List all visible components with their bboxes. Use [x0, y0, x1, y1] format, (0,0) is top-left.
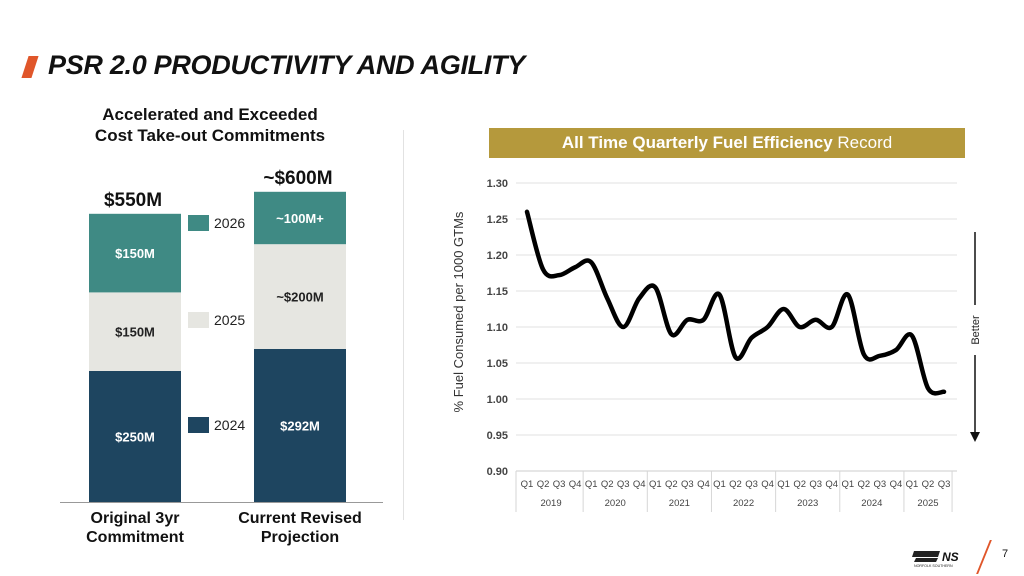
y-tick-label: 1.10: [487, 322, 508, 334]
svg-text:NS: NS: [942, 550, 959, 564]
bar-segment-2026: [254, 191, 346, 245]
y-axis-label: % Fuel Consumed per 1000 GTMs: [451, 211, 466, 412]
quarter-label: Q1: [906, 479, 919, 490]
bar-value-label: $150M: [115, 325, 155, 340]
svg-text:NORFOLK SOUTHERN: NORFOLK SOUTHERN: [914, 564, 953, 568]
quarter-label: Q1: [585, 479, 598, 490]
bar-total-label: $550M: [104, 190, 162, 211]
quarter-label: Q3: [938, 479, 951, 490]
bar-chart-title-line: Cost Take-out Commitments: [94, 126, 326, 145]
footer-accent-mark: [976, 540, 992, 574]
quarter-label: Q1: [649, 479, 662, 490]
norfolk-southern-logo: NS NORFOLK SOUTHERN: [912, 550, 959, 568]
quarter-label: Q4: [697, 479, 710, 490]
y-tick-label: 0.95: [487, 430, 508, 442]
y-tick-label: 1.25: [487, 214, 508, 226]
quarter-label: Q3: [553, 479, 566, 490]
page-number: 7: [1002, 548, 1009, 560]
bar-segment-2026: [89, 213, 181, 293]
y-tick-label: 1.30: [487, 178, 508, 190]
bar-value-label: ~100M+: [276, 211, 324, 226]
year-label: 2019: [540, 498, 561, 509]
bar-segment-2024: [254, 348, 346, 502]
quarter-label: Q3: [874, 479, 887, 490]
legend-swatch-2025: [188, 312, 209, 328]
y-tick-label: 1.20: [487, 250, 508, 262]
bar-segment-2025: [254, 244, 346, 349]
quarter-label: Q1: [521, 479, 534, 490]
better-annotation: Better: [970, 315, 982, 345]
stacked-bar-chart: $250M $150M $150M $550M Original 3yr Commitme…: [60, 168, 383, 546]
category-label: Original 3yr: [91, 510, 180, 527]
divider: [403, 130, 404, 520]
bar-value-label: $250M: [115, 430, 155, 445]
bar-value-label: $292M: [280, 418, 320, 433]
quarter-label: Q2: [537, 479, 550, 490]
year-label: 2024: [861, 498, 882, 509]
year-label: 2022: [733, 498, 754, 509]
quarter-label: Q4: [761, 479, 774, 490]
quarter-label: Q2: [793, 479, 806, 490]
quarter-label: Q3: [809, 479, 822, 490]
quarter-label: Q4: [633, 479, 646, 490]
quarter-label: Q1: [713, 479, 726, 490]
legend-label: 2026: [214, 215, 245, 231]
bar-total-label: ~$600M: [263, 168, 332, 189]
fuel-efficiency-line: [524, 209, 947, 396]
line-chart: 0.90 0.95 1.00 1.05 1.10 1.15 1.20 1.25 1.30 % Fu…: [451, 178, 982, 512]
year-label: 2023: [797, 498, 818, 509]
legend-label: 2024: [214, 417, 245, 433]
bar-segment-2025: [89, 292, 181, 371]
bar-value-label: $150M: [115, 246, 155, 261]
quarter-label: Q2: [857, 479, 870, 490]
quarter-label: Q4: [890, 479, 903, 490]
y-tick-label: 1.05: [487, 358, 508, 370]
quarter-label: Q4: [825, 479, 838, 490]
line-chart-title-banner: All Time Quarterly Fuel Efficiency Recor…: [489, 128, 965, 158]
quarter-label: Q3: [745, 479, 758, 490]
quarter-label: Q1: [777, 479, 790, 490]
y-tick-label: 0.90: [487, 466, 508, 478]
category-label: Current Revised: [238, 510, 362, 527]
bar-segment-2024: [89, 371, 181, 502]
quarter-label: Q1: [841, 479, 854, 490]
bar-chart-title: Accelerated and Exceeded Cost Take-out C…: [70, 104, 350, 146]
quarter-label: Q3: [617, 479, 630, 490]
quarter-label: Q4: [569, 479, 582, 490]
category-label: Projection: [261, 529, 339, 546]
year-label: 2020: [605, 498, 626, 509]
y-tick-label: 1.00: [487, 394, 508, 406]
quarter-label: Q2: [729, 479, 742, 490]
quarter-label: Q3: [681, 479, 694, 490]
bar-value-label: ~$200M: [276, 290, 323, 305]
banner-text: Record: [832, 133, 893, 152]
quarter-label: Q2: [601, 479, 614, 490]
legend-swatch-2026: [188, 215, 209, 231]
down-arrow-icon: [970, 432, 980, 442]
y-tick-label: 1.15: [487, 286, 508, 298]
year-label: 2021: [669, 498, 690, 509]
banner-bold-text: All Time Quarterly Fuel Efficiency: [561, 133, 833, 152]
quarter-label: Q2: [665, 479, 678, 490]
page-title: PSR 2.0 PRODUCTIVITY AND AGILITY: [48, 50, 525, 80]
quarter-label: Q2: [922, 479, 935, 490]
legend-label: 2025: [214, 312, 245, 328]
legend-swatch-2024: [188, 417, 209, 433]
category-label: Commitment: [86, 529, 184, 546]
year-label: 2025: [917, 498, 938, 509]
bar-chart-title-line: Accelerated and Exceeded: [102, 105, 318, 124]
